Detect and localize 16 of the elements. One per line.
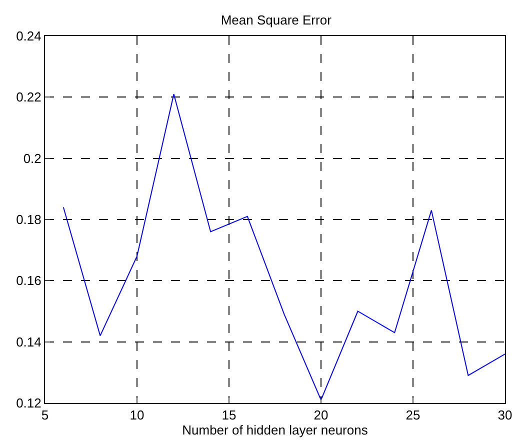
y-tick-label: 0.14 — [16, 334, 42, 350]
y-tick-label: 0.12 — [16, 396, 42, 411]
x-tick-label: 20 — [314, 408, 328, 423]
chart-title: Mean Square Error — [220, 12, 332, 28]
y-tick-label: 0.2 — [23, 150, 42, 166]
x-tick-label: 10 — [130, 408, 144, 423]
line-series — [62, 94, 505, 400]
x-tick-label: 30 — [498, 408, 512, 423]
y-tick-label: 0.22 — [16, 90, 42, 105]
y-tick-label: 0.16 — [16, 273, 42, 288]
y-tick-label: 0.24 — [16, 28, 42, 44]
x-axis-title: Number of hidden layer neurons — [182, 422, 368, 438]
y-tick-label: 0.18 — [16, 212, 42, 228]
x-tick-label: 25 — [406, 408, 420, 423]
x-tick-label: 15 — [222, 408, 236, 423]
x-tick-label: 5 — [41, 408, 49, 423]
